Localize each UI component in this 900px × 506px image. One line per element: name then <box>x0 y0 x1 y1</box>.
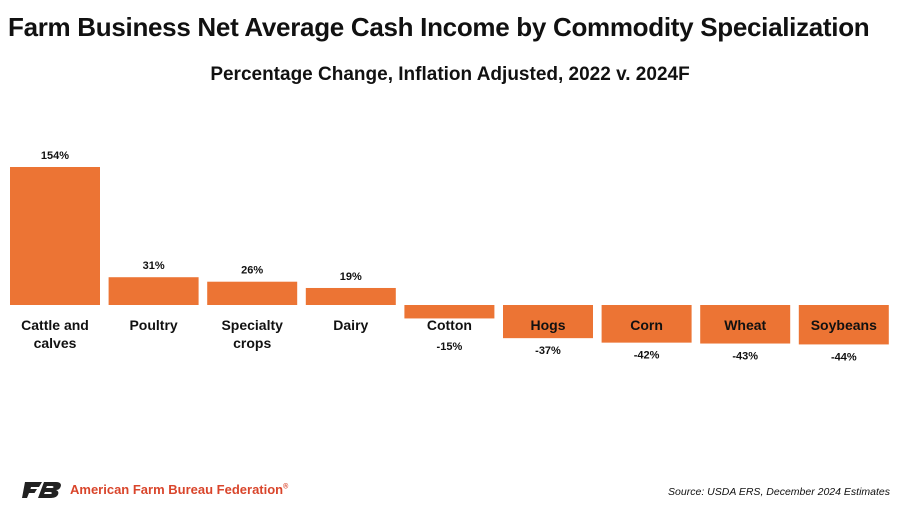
bar-7 <box>700 305 791 344</box>
org-name-text: American Farm Bureau Federation <box>70 482 284 497</box>
afbf-logo-icon <box>22 482 61 498</box>
bar-0 <box>10 167 100 305</box>
bar-2 <box>207 281 298 305</box>
bar-chart: Cattle and calves 154% Poultry 31% Specialty c… <box>10 150 889 363</box>
category-label-4: Cotton <box>427 317 472 333</box>
bar-5 <box>503 305 593 339</box>
bar-3 <box>305 287 396 305</box>
category-label-5: Hogs <box>531 317 566 333</box>
category-label-2: Specialty crops <box>221 317 283 351</box>
registered-mark: ® <box>283 483 289 491</box>
data-label-7: -43% <box>732 351 758 363</box>
source-note: Source: USDA ERS, December 2024 Estimate… <box>668 486 890 498</box>
category-label-6: Corn <box>630 317 663 333</box>
org-name: American Farm Bureau Federation® <box>70 482 288 497</box>
category-label-0: Cattle and calves <box>21 317 89 351</box>
category-label-3: Dairy <box>333 317 368 333</box>
category-label-8: Soybeans <box>811 317 877 333</box>
bar-8 <box>798 305 889 345</box>
bar-4 <box>404 305 495 319</box>
category-label-7: Wheat <box>724 317 766 333</box>
data-label-6: -42% <box>634 350 660 362</box>
data-label-2: 26% <box>241 265 263 277</box>
data-label-3: 19% <box>340 271 362 283</box>
bar-6 <box>601 305 692 343</box>
data-label-4: -15% <box>437 341 463 353</box>
category-label-1: Poultry <box>129 317 177 333</box>
data-label-1: 31% <box>143 260 165 272</box>
data-label-8: -44% <box>831 351 857 363</box>
bar-1 <box>108 277 199 305</box>
chart-subtitle: Percentage Change, Inflation Adjusted, 2… <box>210 64 690 85</box>
chart-title: Farm Business Net Average Cash Income by… <box>8 12 870 42</box>
data-label-0: 154% <box>41 150 69 162</box>
data-label-5: -37% <box>535 345 561 357</box>
